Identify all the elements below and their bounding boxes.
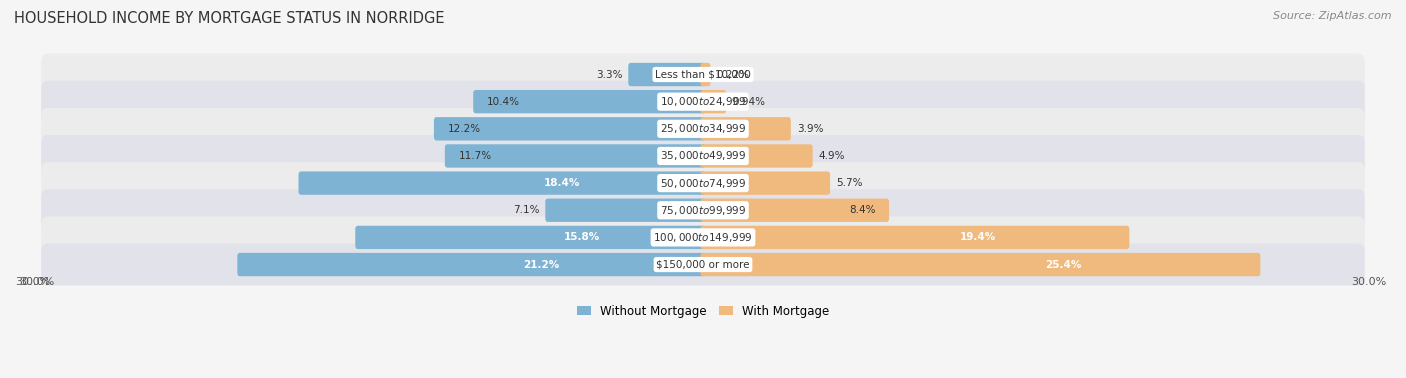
FancyBboxPatch shape	[434, 117, 706, 141]
Text: 8.4%: 8.4%	[849, 205, 876, 215]
FancyBboxPatch shape	[628, 63, 706, 86]
Text: Less than $10,000: Less than $10,000	[655, 70, 751, 79]
FancyBboxPatch shape	[700, 226, 1129, 249]
Text: $50,000 to $74,999: $50,000 to $74,999	[659, 177, 747, 190]
Text: 30.0%: 30.0%	[1351, 277, 1386, 287]
FancyBboxPatch shape	[700, 117, 790, 141]
FancyBboxPatch shape	[298, 172, 706, 195]
FancyBboxPatch shape	[41, 81, 1365, 122]
FancyBboxPatch shape	[41, 54, 1365, 95]
FancyBboxPatch shape	[41, 217, 1365, 258]
Text: 3.9%: 3.9%	[797, 124, 824, 134]
Text: $25,000 to $34,999: $25,000 to $34,999	[659, 122, 747, 135]
FancyBboxPatch shape	[41, 162, 1365, 204]
Text: 5.7%: 5.7%	[837, 178, 863, 188]
FancyBboxPatch shape	[41, 189, 1365, 231]
FancyBboxPatch shape	[700, 253, 1260, 276]
FancyBboxPatch shape	[700, 144, 813, 167]
Text: 18.4%: 18.4%	[544, 178, 581, 188]
Text: 25.4%: 25.4%	[1046, 260, 1081, 270]
FancyBboxPatch shape	[41, 108, 1365, 150]
Text: $150,000 or more: $150,000 or more	[657, 260, 749, 270]
FancyBboxPatch shape	[700, 172, 830, 195]
FancyBboxPatch shape	[546, 198, 706, 222]
Text: 30.0%: 30.0%	[20, 277, 55, 287]
Text: 11.7%: 11.7%	[458, 151, 492, 161]
Text: $35,000 to $49,999: $35,000 to $49,999	[659, 149, 747, 163]
Text: $100,000 to $149,999: $100,000 to $149,999	[654, 231, 752, 244]
FancyBboxPatch shape	[474, 90, 706, 113]
Text: 7.1%: 7.1%	[513, 205, 538, 215]
Text: 0.94%: 0.94%	[733, 97, 765, 107]
Text: $75,000 to $99,999: $75,000 to $99,999	[659, 204, 747, 217]
Text: 19.4%: 19.4%	[960, 232, 997, 242]
Text: 12.2%: 12.2%	[447, 124, 481, 134]
Legend: Without Mortgage, With Mortgage: Without Mortgage, With Mortgage	[572, 300, 834, 322]
FancyBboxPatch shape	[700, 90, 725, 113]
Text: 0.22%: 0.22%	[717, 70, 749, 79]
Text: $10,000 to $24,999: $10,000 to $24,999	[659, 95, 747, 108]
FancyBboxPatch shape	[356, 226, 706, 249]
FancyBboxPatch shape	[41, 135, 1365, 177]
Text: 3.3%: 3.3%	[596, 70, 623, 79]
Text: 21.2%: 21.2%	[523, 260, 560, 270]
FancyBboxPatch shape	[700, 63, 710, 86]
FancyBboxPatch shape	[444, 144, 706, 167]
Text: 4.9%: 4.9%	[818, 151, 845, 161]
Text: HOUSEHOLD INCOME BY MORTGAGE STATUS IN NORRIDGE: HOUSEHOLD INCOME BY MORTGAGE STATUS IN N…	[14, 11, 444, 26]
Text: 30.0%: 30.0%	[15, 277, 51, 287]
FancyBboxPatch shape	[238, 253, 706, 276]
FancyBboxPatch shape	[41, 244, 1365, 285]
Text: Source: ZipAtlas.com: Source: ZipAtlas.com	[1274, 11, 1392, 21]
Text: 15.8%: 15.8%	[564, 232, 600, 242]
FancyBboxPatch shape	[700, 198, 889, 222]
Text: 10.4%: 10.4%	[486, 97, 520, 107]
